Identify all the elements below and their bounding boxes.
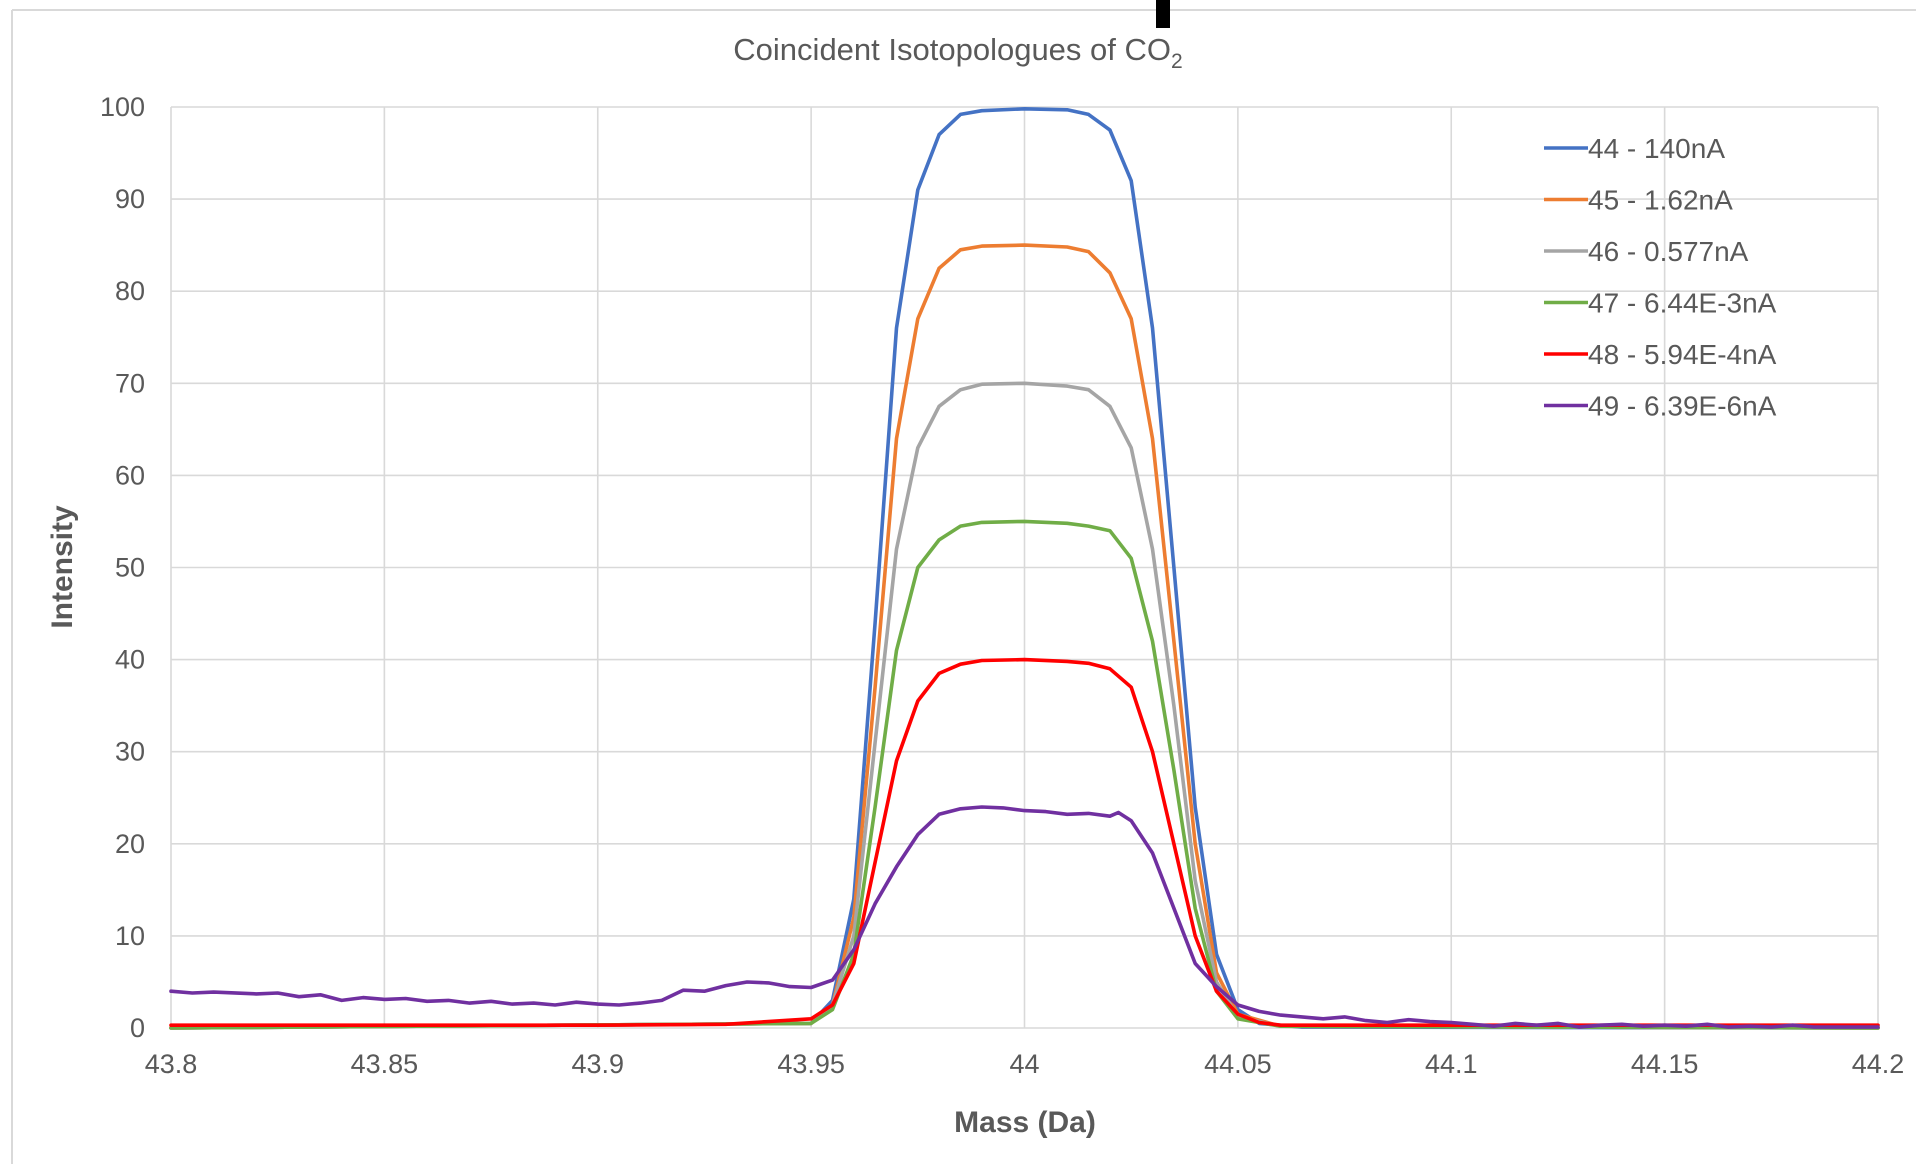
series-line-48 (169, 657, 1880, 1027)
legend-label: 49 - 6.39E-6nA (1588, 391, 1777, 422)
x-tick-label: 44.2 (1852, 1049, 1905, 1079)
legend-label: 46 - 0.577nA (1588, 236, 1749, 267)
x-tick-label: 44.1 (1425, 1049, 1478, 1079)
chart-title-subscript: 2 (1171, 50, 1183, 73)
y-tick-label: 40 (115, 645, 145, 675)
legend-item: 49 - 6.39E-6nA (1544, 391, 1777, 422)
legend-item: 46 - 0.577nA (1544, 236, 1749, 267)
y-tick-label: 90 (115, 184, 145, 214)
legend-label: 48 - 5.94E-4nA (1588, 339, 1777, 370)
y-tick-label: 80 (115, 276, 145, 306)
legend-item: 45 - 1.62nA (1544, 185, 1733, 216)
y-axis-title: Intensity (46, 505, 79, 629)
legend-label: 44 - 140nA (1588, 133, 1725, 164)
legend-label: 45 - 1.62nA (1588, 185, 1733, 216)
y-tick-label: 20 (115, 829, 145, 859)
legend-item: 44 - 140nA (1544, 133, 1725, 164)
y-tick-label: 50 (115, 553, 145, 583)
legend: 44 - 140nA 45 - 1.62nA 46 - 0.577nA 47 - 6.… (1544, 133, 1777, 422)
x-tick-label: 44.15 (1631, 1049, 1699, 1079)
series-line-46 (169, 381, 1880, 1030)
gridlines (170, 106, 1879, 1029)
x-tick-label: 43.9 (571, 1049, 624, 1079)
y-tick-label: 60 (115, 460, 145, 490)
series-line-45 (169, 243, 1880, 1030)
x-axis-title: Mass (Da) (954, 1106, 1096, 1139)
x-tick-label: 43.95 (777, 1049, 845, 1079)
x-tick-label: 43.85 (351, 1049, 419, 1079)
y-tick-label: 30 (115, 737, 145, 767)
y-tick-label: 10 (115, 921, 145, 951)
chart-title: Coincident Isotopologues of CO2 (733, 32, 1182, 73)
x-tick-label: 44 (1009, 1049, 1039, 1079)
legend-item: 48 - 5.94E-4nA (1544, 339, 1777, 370)
series-lines (169, 107, 1880, 1030)
x-axis-ticks: 43.8 43.85 43.9 43.95 44 44.05 44.1 44.15 44.2 (145, 1049, 1905, 1079)
y-tick-label: 100 (100, 92, 145, 122)
series-line-47 (169, 519, 1880, 1030)
series-line-49 (169, 805, 1880, 1029)
series-line-44 (169, 107, 1880, 1030)
y-tick-label: 0 (130, 1013, 145, 1043)
legend-label: 47 - 6.44E-3nA (1588, 288, 1777, 319)
top-dark-tab (1156, 0, 1170, 28)
x-tick-label: 44.05 (1204, 1049, 1272, 1079)
x-tick-label: 43.8 (145, 1049, 198, 1079)
y-tick-label: 70 (115, 368, 145, 398)
legend-item: 47 - 6.44E-3nA (1544, 288, 1777, 319)
y-axis-ticks: 0 10 20 30 40 50 60 70 80 90 100 (100, 92, 145, 1043)
chart-title-text: Coincident Isotopologues of CO (733, 32, 1171, 67)
